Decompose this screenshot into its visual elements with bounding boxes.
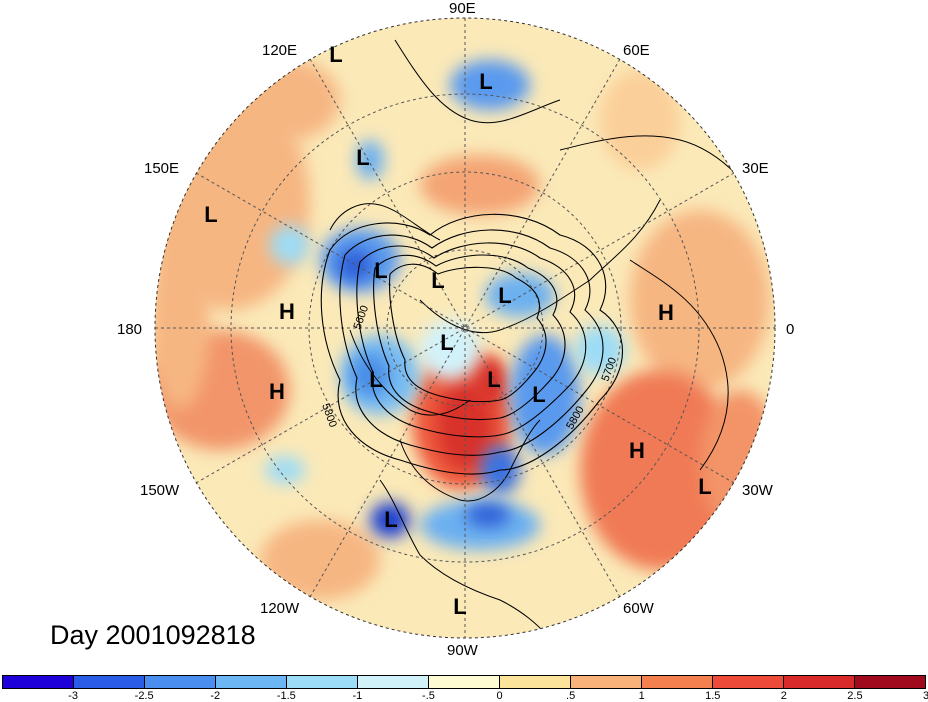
colorbar-tick-label: -.5 xyxy=(422,690,435,702)
high-marker: H xyxy=(279,299,295,324)
colorbar-tick-label: -1 xyxy=(352,690,363,702)
lon-label-120w: 120W xyxy=(260,600,300,617)
low-marker: L xyxy=(479,69,493,94)
colorbar-swatch xyxy=(358,676,429,688)
low-marker: L xyxy=(329,42,343,67)
high-marker: H xyxy=(658,300,674,325)
low-marker: L xyxy=(374,258,388,283)
low-marker: L xyxy=(384,507,398,532)
low-marker: L xyxy=(487,367,501,392)
map-border xyxy=(154,17,776,639)
lon-label-0: 0 xyxy=(786,321,795,338)
lon-label-150e: 150E xyxy=(144,160,180,177)
low-marker: L xyxy=(532,382,546,407)
colorbar-swatch xyxy=(216,676,287,688)
colorbar-swatch xyxy=(429,676,500,688)
low-marker: L xyxy=(440,330,454,355)
colorbar-swatch xyxy=(287,676,358,688)
low-marker: L xyxy=(698,474,712,499)
colorbar-swatch xyxy=(571,676,642,688)
lon-label-60e: 60E xyxy=(623,42,650,59)
colorbar-swatch xyxy=(642,676,713,688)
colorbar-tick-label: 0 xyxy=(496,690,503,702)
colorbar-swatch xyxy=(784,676,855,688)
colorbar-tick-label: 2.5 xyxy=(847,690,863,702)
low-marker: L xyxy=(431,268,445,293)
colorbar-tick-label: 1.5 xyxy=(705,690,721,702)
low-marker: L xyxy=(369,367,383,392)
colorbar-swatch xyxy=(145,676,216,688)
colorbar-tick-label: -2.5 xyxy=(134,690,154,702)
colorbar xyxy=(2,675,926,689)
lon-label-60w: 60W xyxy=(623,600,654,617)
height-contours xyxy=(320,213,623,475)
low-marker: L xyxy=(498,283,512,308)
colorbar-tick-label: .5 xyxy=(566,690,576,702)
low-marker: L xyxy=(204,202,218,227)
high-marker: H xyxy=(269,379,285,404)
low-marker: L xyxy=(453,594,467,619)
lon-label-120e: 120E xyxy=(262,42,298,59)
colorbar-tick-label: -1.5 xyxy=(276,690,296,702)
colorbar-tick-label: 2 xyxy=(780,690,787,702)
colorbar-tick-label: -2 xyxy=(210,690,221,702)
graticule xyxy=(155,18,775,638)
colorbar-swatch xyxy=(713,676,784,688)
high-marker: H xyxy=(629,438,645,463)
anomaly-field xyxy=(155,60,775,600)
colorbar-tick-label: 1 xyxy=(638,690,645,702)
colorbar-swatch xyxy=(74,676,145,688)
colorbar-swatch xyxy=(500,676,571,688)
day-label: Day 2001092818 xyxy=(50,620,256,650)
colorbar-swatch xyxy=(855,676,925,688)
lon-label-90w: 90W xyxy=(447,642,478,659)
lon-label-180: 180 xyxy=(117,321,143,338)
colorbar-swatch xyxy=(3,676,74,688)
lon-label-30w: 30W xyxy=(742,482,773,499)
colorbar-tick-label: 3 xyxy=(922,690,928,702)
lon-label-30e: 30E xyxy=(742,160,769,177)
colorbar-tick-label: -3 xyxy=(68,690,78,702)
low-marker: L xyxy=(356,145,370,170)
lon-label-90e: 90E xyxy=(449,0,476,17)
lon-label-150w: 150W xyxy=(140,482,180,499)
